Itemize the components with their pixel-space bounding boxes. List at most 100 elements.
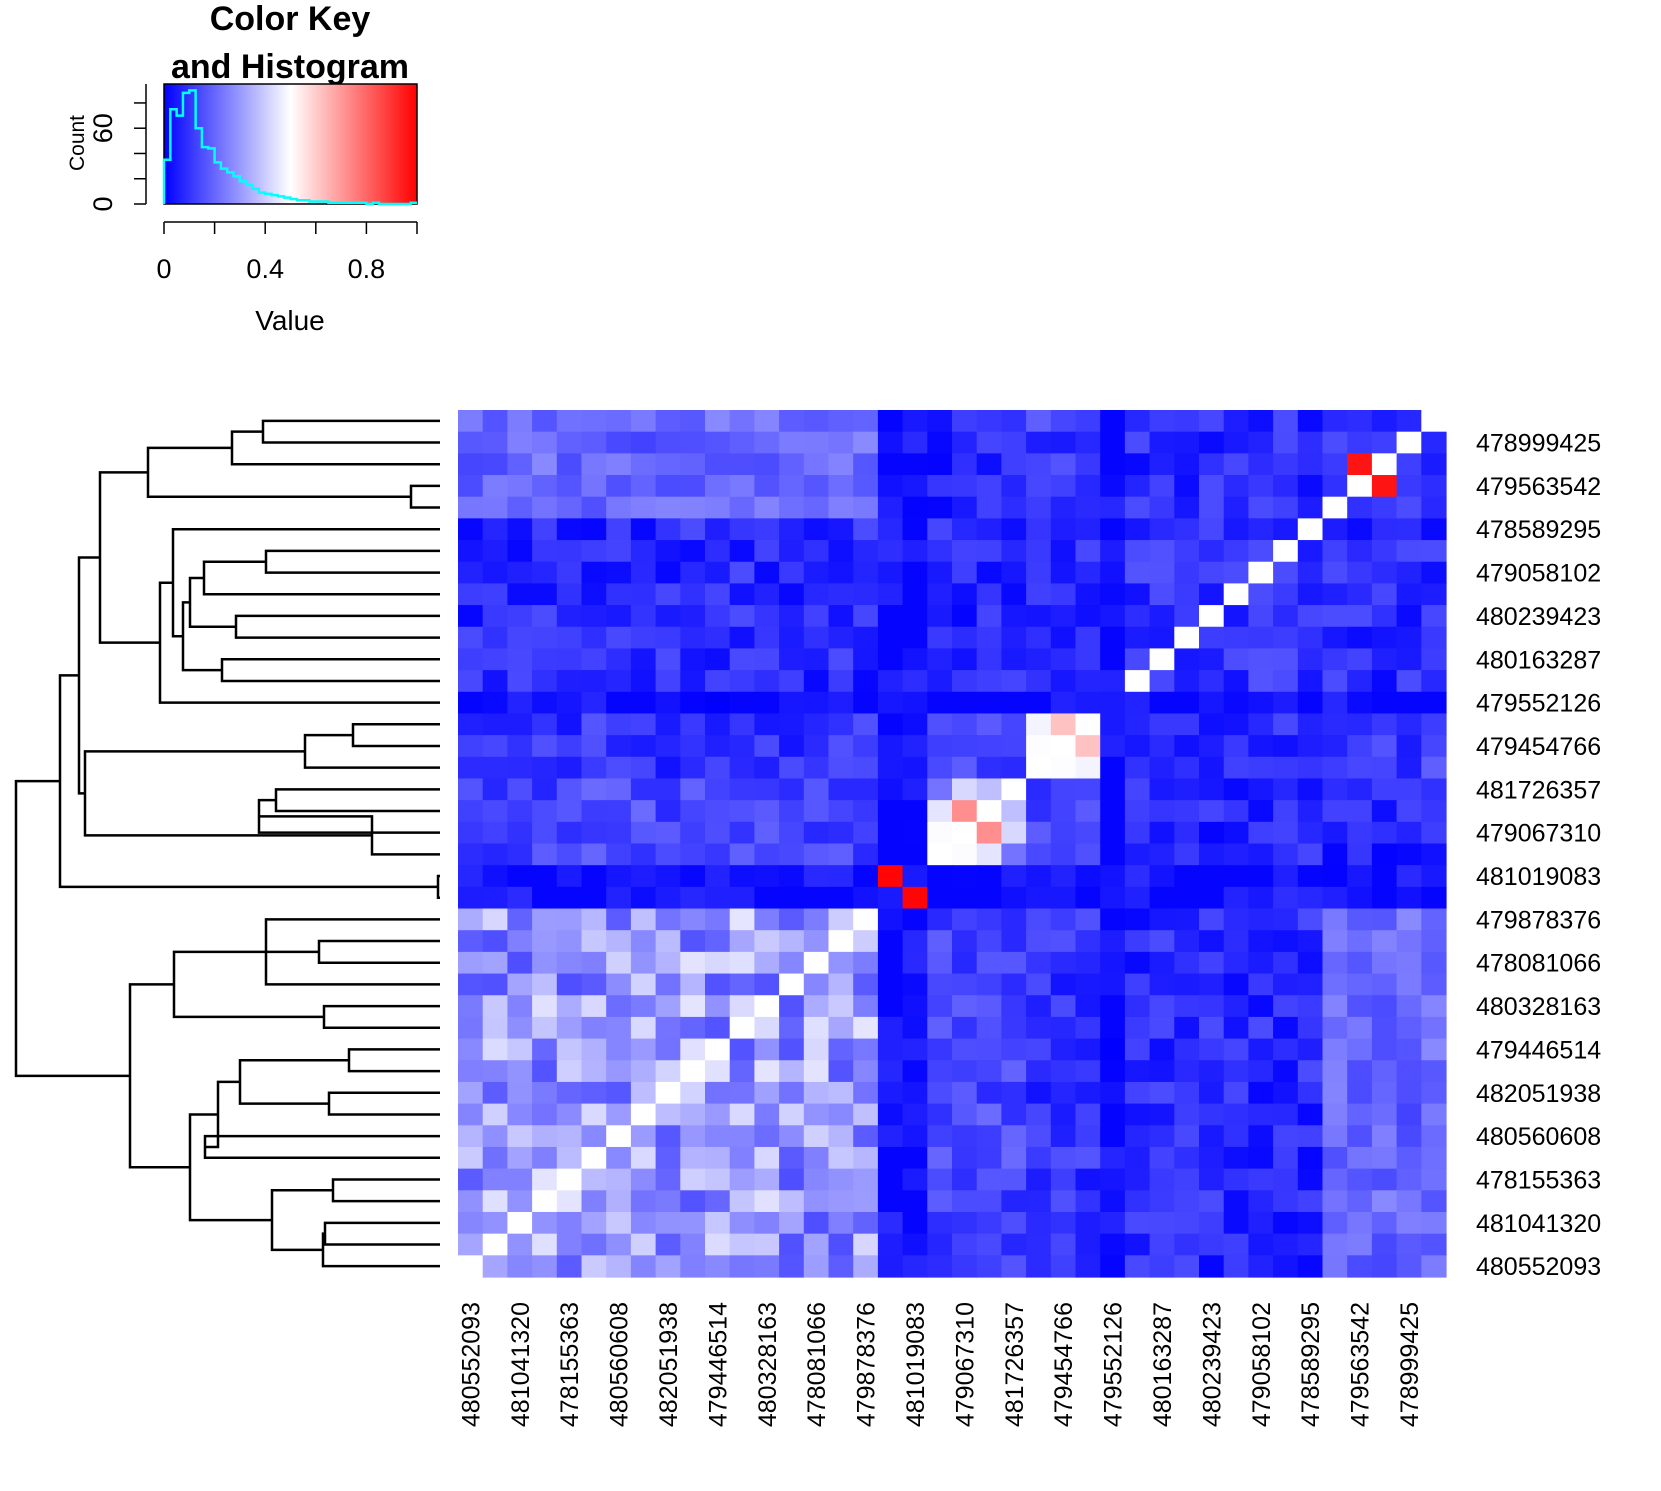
heatmap-cell: [976, 1081, 1002, 1105]
heatmap-cell: [1322, 453, 1348, 476]
heatmap-cell: [630, 1146, 657, 1170]
heatmap-cell: [1124, 713, 1151, 736]
heatmap-cell: [902, 626, 928, 650]
heatmap-cell: [927, 1103, 953, 1126]
heatmap-cell: [581, 496, 607, 519]
color-key-x-tick-label: 0.4: [246, 254, 284, 284]
heatmap-cell: [828, 453, 854, 476]
heatmap-cell: [630, 670, 657, 693]
heatmap-cell: [927, 1211, 953, 1235]
heatmap-cell: [1149, 1016, 1175, 1040]
heatmap-cell: [952, 886, 978, 910]
heatmap-cell: [1075, 973, 1101, 996]
heatmap-cell: [1396, 865, 1422, 888]
heatmap-cell: [853, 605, 879, 628]
heatmap-cell: [1421, 713, 1447, 736]
heatmap-cell: [1297, 843, 1324, 866]
heatmap-cell: [581, 1211, 607, 1235]
heatmap-cell: [556, 973, 583, 996]
heatmap-cell: [482, 1081, 508, 1105]
heatmap-cell: [803, 431, 830, 454]
heatmap-cell: [1396, 561, 1422, 585]
heatmap-cell: [556, 453, 583, 476]
heatmap-cell: [902, 1060, 928, 1083]
heatmap-cell: [1297, 821, 1324, 845]
heatmap-cell: [1124, 1168, 1151, 1191]
heatmap-cell: [902, 1016, 928, 1040]
heatmap-cell: [927, 518, 953, 541]
heatmap-cell: [1396, 778, 1422, 801]
heatmap-cell: [828, 1038, 854, 1061]
heatmap-cell: [1223, 1211, 1249, 1235]
heatmap-cell: [630, 496, 657, 519]
row-label: 479878376: [1476, 906, 1601, 934]
column-label: 479552126: [1100, 1302, 1128, 1427]
dendrogram-branch: [321, 1232, 440, 1268]
heatmap-cell: [779, 1125, 805, 1148]
heatmap-cell: [630, 1016, 657, 1040]
heatmap-cell: [1322, 518, 1348, 541]
heatmap-cell: [877, 1081, 904, 1105]
heatmap-cell: [507, 691, 533, 715]
heatmap-cell: [729, 756, 755, 780]
heatmap-cell: [853, 1233, 879, 1256]
heatmap-cell: [803, 496, 830, 519]
heatmap-cell: [458, 1211, 484, 1235]
heatmap-cell: [1174, 518, 1200, 541]
heatmap-cell: [779, 800, 805, 823]
heatmap-cell: [1297, 1211, 1324, 1235]
heatmap-cell: [1347, 670, 1373, 693]
heatmap-cell: [556, 1233, 583, 1256]
heatmap-cell: [630, 431, 657, 454]
row-label: 480239423: [1476, 603, 1601, 631]
heatmap-cell: [705, 1168, 731, 1191]
heatmap-cell: [1396, 1038, 1422, 1061]
heatmap-cell: [754, 648, 780, 671]
heatmap-cell: [803, 1016, 830, 1040]
heatmap-cell: [1199, 930, 1225, 953]
heatmap-cell: [1199, 1060, 1225, 1083]
heatmap-cell: [1223, 1103, 1249, 1126]
heatmap-cell: [1149, 995, 1175, 1018]
heatmap-cell: [1371, 648, 1398, 671]
heatmap-cell: [1223, 496, 1249, 519]
heatmap-cell: [1248, 561, 1274, 585]
heatmap-cell: [779, 1233, 805, 1256]
heatmap-cell: [1026, 605, 1052, 628]
heatmap-cell: [1001, 691, 1027, 715]
heatmap-cell: [1273, 886, 1299, 910]
heatmap-cell: [1297, 670, 1324, 693]
heatmap-cell: [1075, 995, 1101, 1018]
heatmap-cell: [1248, 908, 1274, 931]
heatmap-cell: [1100, 713, 1126, 736]
heatmap-cell: [1075, 1038, 1101, 1061]
heatmap-cell: [705, 951, 731, 975]
heatmap-cell: [581, 930, 607, 953]
heatmap-cell: [1199, 475, 1225, 498]
heatmap-cell: [1248, 1211, 1274, 1235]
heatmap-cell: [1124, 865, 1151, 888]
heatmap-cell: [1100, 691, 1126, 715]
heatmap-cell: [1347, 930, 1373, 953]
heatmap-cell: [630, 930, 657, 953]
heatmap-cell: [556, 648, 583, 671]
heatmap-cell: [1149, 886, 1175, 910]
heatmap-cell: [1396, 1103, 1422, 1126]
heatmap-cell: [853, 951, 879, 975]
heatmap-cell: [606, 886, 632, 910]
heatmap-cell: [976, 605, 1002, 628]
heatmap-cell: [976, 410, 1002, 433]
heatmap-cell: [1223, 821, 1249, 845]
color-key-x-tick-label: 0.8: [348, 254, 386, 284]
heatmap-cell: [507, 995, 533, 1018]
heatmap-cell: [705, 778, 731, 801]
heatmap-cell: [779, 908, 805, 931]
heatmap-cell: [729, 1125, 755, 1148]
heatmap-cell: [1322, 410, 1348, 433]
heatmap-cell: [1322, 475, 1348, 498]
heatmap-cell: [1421, 1233, 1447, 1256]
heatmap-cell: [1075, 1016, 1101, 1040]
heatmap-cell: [1026, 713, 1052, 736]
heatmap-cell: [1199, 1125, 1225, 1148]
heatmap-cell: [1100, 735, 1126, 758]
